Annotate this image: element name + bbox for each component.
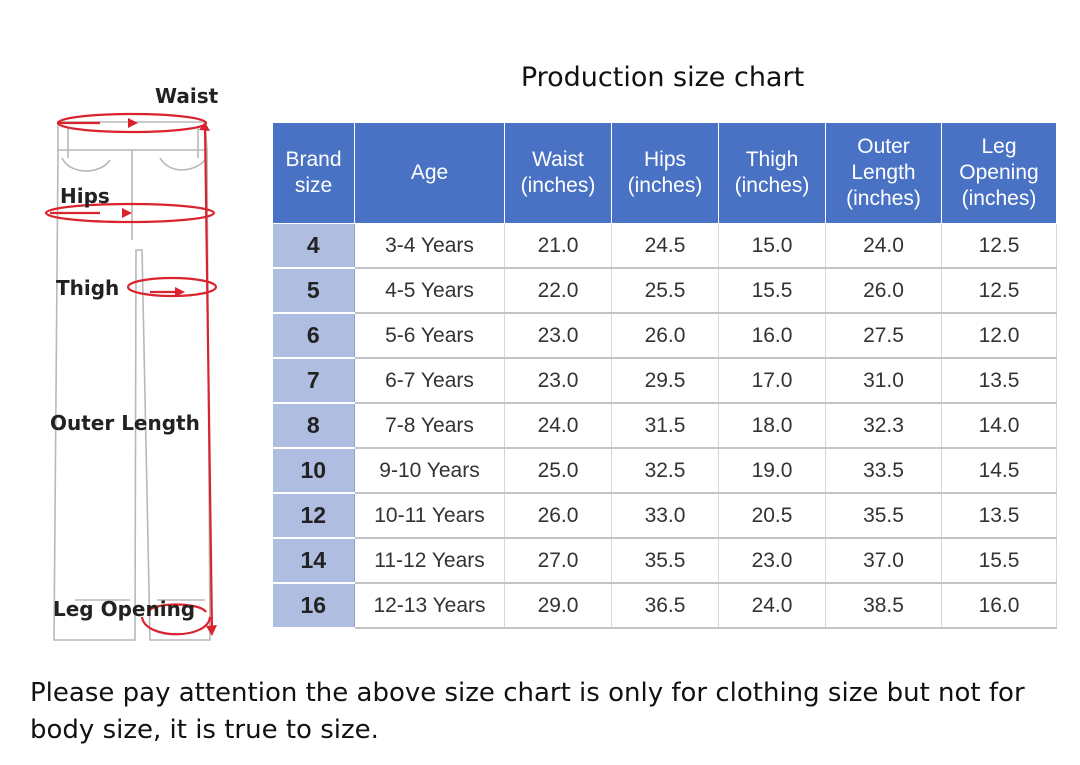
- header-age: Age: [354, 122, 505, 224]
- cell-leg-opening: 12.0: [941, 313, 1057, 359]
- measurement-lines: [44, 112, 218, 636]
- table-row: 12 10-11 Years 26.0 33.0 20.5 35.5 13.5: [272, 493, 1057, 539]
- leg-opening-line: [140, 616, 212, 636]
- header-outer-length: Outer Length (inches): [825, 122, 942, 224]
- cell-thigh: 17.0: [718, 358, 826, 404]
- cell-thigh: 24.0: [718, 583, 826, 629]
- table-row: 6 5-6 Years 23.0 26.0 16.0 27.5 12.0: [272, 313, 1057, 359]
- cell-outer-length: 33.5: [825, 448, 942, 494]
- cell-outer-length: 26.0: [825, 268, 942, 314]
- cell-brand-size: 10: [272, 448, 355, 494]
- size-chart-table: Brand size Age Waist (inches) Hips (inch…: [272, 122, 1057, 629]
- cell-brand-size: 6: [272, 313, 355, 359]
- leg-opening-label: Leg Opening: [53, 597, 196, 621]
- cell-age: 10-11 Years: [354, 493, 505, 539]
- cell-outer-length: 24.0: [825, 223, 942, 269]
- cell-waist: 21.0: [504, 223, 612, 269]
- cell-waist: 23.0: [504, 358, 612, 404]
- cell-hips: 24.5: [611, 223, 719, 269]
- outer-length-label: Outer Length: [50, 411, 200, 435]
- table-row: 10 9-10 Years 25.0 32.5 19.0 33.5 14.5: [272, 448, 1057, 494]
- cell-waist: 25.0: [504, 448, 612, 494]
- cell-brand-size: 7: [272, 358, 355, 404]
- cell-hips: 35.5: [611, 538, 719, 584]
- header-hips: Hips (inches): [611, 122, 719, 224]
- cell-outer-length: 27.5: [825, 313, 942, 359]
- cell-leg-opening: 13.5: [941, 493, 1057, 539]
- cell-outer-length: 37.0: [825, 538, 942, 584]
- cell-hips: 32.5: [611, 448, 719, 494]
- cell-brand-size: 16: [272, 583, 355, 629]
- cell-age: 11-12 Years: [354, 538, 505, 584]
- table-row: 5 4-5 Years 22.0 25.5 15.5 26.0 12.5: [272, 268, 1057, 314]
- cell-brand-size: 8: [272, 403, 355, 449]
- cell-thigh: 19.0: [718, 448, 826, 494]
- table-row: 8 7-8 Years 24.0 31.5 18.0 32.3 14.0: [272, 403, 1057, 449]
- cell-age: 9-10 Years: [354, 448, 505, 494]
- cell-leg-opening: 15.5: [941, 538, 1057, 584]
- cell-brand-size: 14: [272, 538, 355, 584]
- cell-thigh: 15.0: [718, 223, 826, 269]
- cell-age: 4-5 Years: [354, 268, 505, 314]
- cell-brand-size: 12: [272, 493, 355, 539]
- cell-outer-length: 38.5: [825, 583, 942, 629]
- cell-waist: 23.0: [504, 313, 612, 359]
- cell-thigh: 18.0: [718, 403, 826, 449]
- table-row: 16 12-13 Years 29.0 36.5 24.0 38.5 16.0: [272, 583, 1057, 629]
- pants-diagram: Waist Hips Thigh Outer Length Leg Openin…: [0, 0, 270, 660]
- cell-hips: 36.5: [611, 583, 719, 629]
- hips-label: Hips: [60, 184, 110, 208]
- cell-leg-opening: 12.5: [941, 223, 1057, 269]
- cell-waist: 26.0: [504, 493, 612, 539]
- cell-hips: 26.0: [611, 313, 719, 359]
- cell-outer-length: 32.3: [825, 403, 942, 449]
- arrowheads: [122, 118, 217, 636]
- header-brand-size: Brand size: [272, 122, 355, 224]
- header-waist: Waist (inches): [504, 122, 612, 224]
- cell-leg-opening: 16.0: [941, 583, 1057, 629]
- cell-waist: 24.0: [504, 403, 612, 449]
- pants-measurement-icon: [44, 112, 218, 641]
- table-header-row: Brand size Age Waist (inches) Hips (inch…: [272, 122, 1057, 224]
- table-body: 4 3-4 Years 21.0 24.5 15.0 24.0 12.5 5 4-5 Years…: [272, 223, 1057, 629]
- cell-thigh: 15.5: [718, 268, 826, 314]
- cell-hips: 25.5: [611, 268, 719, 314]
- cell-hips: 33.0: [611, 493, 719, 539]
- cell-thigh: 23.0: [718, 538, 826, 584]
- table-row: 14 11-12 Years 27.0 35.5 23.0 37.0 15.5: [272, 538, 1057, 584]
- cell-waist: 27.0: [504, 538, 612, 584]
- cell-leg-opening: 14.5: [941, 448, 1057, 494]
- cell-thigh: 16.0: [718, 313, 826, 359]
- header-thigh: Thigh (inches): [718, 122, 826, 224]
- cell-age: 12-13 Years: [354, 583, 505, 629]
- cell-thigh: 20.5: [718, 493, 826, 539]
- cell-age: 3-4 Years: [354, 223, 505, 269]
- cell-leg-opening: 14.0: [941, 403, 1057, 449]
- cell-age: 5-6 Years: [354, 313, 505, 359]
- header-leg-opening: Leg Opening (inches): [941, 122, 1057, 224]
- cell-age: 6-7 Years: [354, 358, 505, 404]
- cell-leg-opening: 12.5: [941, 268, 1057, 314]
- cell-leg-opening: 13.5: [941, 358, 1057, 404]
- cell-age: 7-8 Years: [354, 403, 505, 449]
- cell-outer-length: 35.5: [825, 493, 942, 539]
- cell-brand-size: 4: [272, 223, 355, 269]
- cell-waist: 22.0: [504, 268, 612, 314]
- table-row: 7 6-7 Years 23.0 29.5 17.0 31.0 13.5: [272, 358, 1057, 404]
- cell-waist: 29.0: [504, 583, 612, 629]
- outer-length-line: [203, 125, 214, 633]
- size-note: Please pay attention the above size char…: [30, 678, 1025, 745]
- cell-brand-size: 5: [272, 268, 355, 314]
- table-row: 4 3-4 Years 21.0 24.5 15.0 24.0 12.5: [272, 223, 1057, 269]
- cell-outer-length: 31.0: [825, 358, 942, 404]
- waist-label: Waist: [155, 84, 219, 108]
- cell-hips: 31.5: [611, 403, 719, 449]
- thigh-label: Thigh: [56, 276, 120, 300]
- pants-outline: [53, 121, 211, 641]
- thigh-line: [126, 276, 218, 298]
- hips-line: [44, 202, 216, 224]
- cell-hips: 29.5: [611, 358, 719, 404]
- chart-title: Production size chart: [520, 62, 805, 93]
